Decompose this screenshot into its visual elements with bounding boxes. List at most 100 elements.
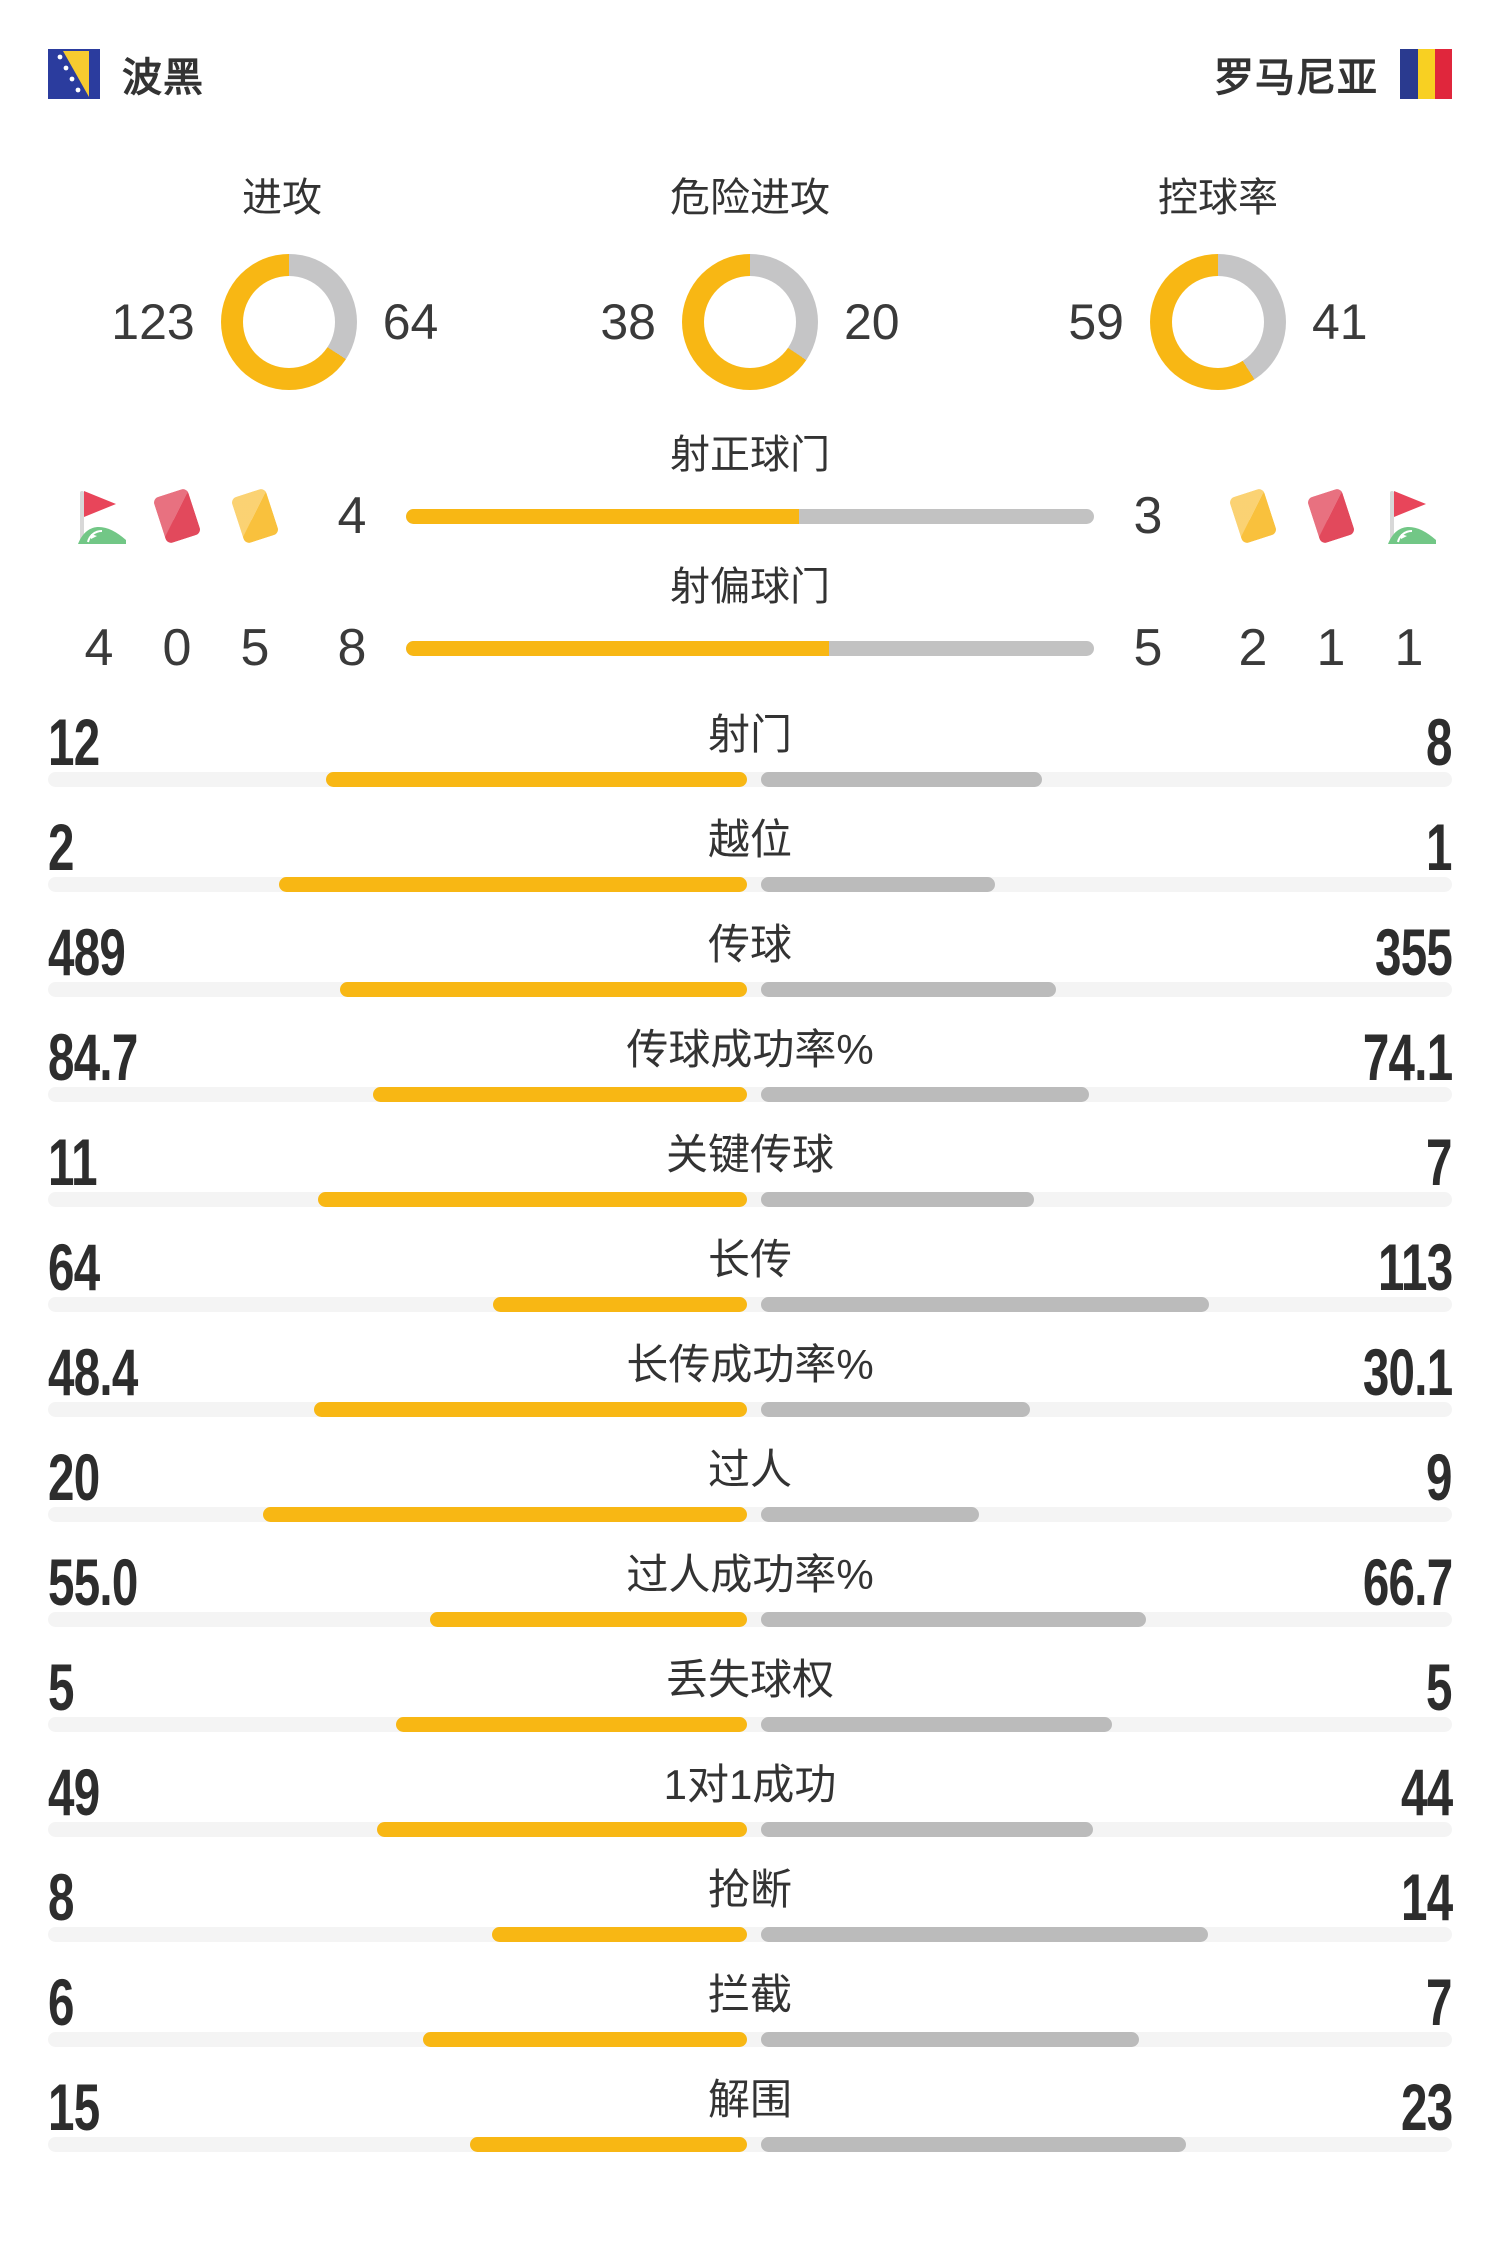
stat-bar-track — [48, 1927, 1452, 1942]
corner-flag-icon — [78, 491, 126, 544]
stat-bar-track — [48, 2137, 1452, 2152]
home-team: 波黑 — [48, 45, 204, 103]
shots-on-target-row: 4 3 — [48, 484, 1452, 548]
stat-label: 长传 — [707, 1236, 792, 1283]
stat-home-value: 8 — [48, 1860, 74, 1934]
donut-title: 控球率 — [1158, 176, 1278, 220]
romania-flag-icon — [1400, 49, 1452, 99]
stat-away-value: 23 — [1400, 2070, 1453, 2144]
donut-home-value: 38 — [600, 294, 656, 350]
stat-label: 越位 — [707, 816, 792, 863]
shots-section: 射正球门 4 — [48, 430, 1452, 680]
stat-label: 解围 — [707, 2076, 792, 2123]
stat-label: 关键传球 — [665, 1131, 834, 1178]
stat-away-value: 1 — [1426, 810, 1452, 884]
home-bar-fill — [279, 877, 747, 892]
stat-bar-track — [48, 1402, 1452, 1417]
stat-home-value: 11 — [48, 1125, 98, 1199]
home-events-icons — [48, 487, 298, 545]
home-yellow-cards-count: 5 — [240, 619, 270, 677]
stat-away-value: 8 — [1426, 705, 1452, 779]
stat-away-value: 66.7 — [1362, 1545, 1452, 1619]
donut-attacks: 进攻 123 64 — [48, 174, 516, 390]
stat-home-value: 20 — [48, 1440, 100, 1514]
stat-home-value: 489 — [48, 915, 126, 989]
stat-away-value: 5 — [1426, 1650, 1452, 1724]
shots-off-target-row: 4 0 5 8 5 2 1 1 — [48, 616, 1452, 680]
stat-home-value: 64 — [48, 1230, 100, 1304]
stat-away-value: 7 — [1426, 1125, 1452, 1199]
donut-dangerous-attacks: 危险进攻 38 20 — [516, 174, 984, 390]
stat-row-pass-accuracy: 84.7 传球成功率% 74.1 — [48, 1020, 1453, 1126]
away-bar-fill — [761, 772, 1042, 787]
donut-ring — [1150, 254, 1286, 390]
stat-label: 长传成功率% — [626, 1341, 874, 1388]
away-bar-fill — [761, 2137, 1186, 2152]
home-bar-fill — [396, 1717, 747, 1732]
stat-bar-track — [48, 2032, 1452, 2047]
away-bar-fill — [761, 877, 996, 892]
stat-row-clearances: 15 解围 23 — [48, 2070, 1453, 2176]
home-bar-fill — [406, 640, 830, 656]
donut-home-value: 59 — [1068, 294, 1124, 350]
stat-label: 传球 — [707, 921, 792, 968]
shots-off-target-home: 8 — [337, 619, 367, 677]
home-bar-fill — [493, 1297, 747, 1312]
donut-ring — [220, 254, 357, 390]
stat-row-possession-lost: 5 丢失球权 5 — [48, 1650, 1453, 1756]
donut-home-value: 123 — [111, 294, 195, 350]
shots-off-target-away: 5 — [1133, 619, 1163, 677]
donut-charts-section: 进攻 123 64 危险进攻 38 20 控球率 59 41 — [48, 174, 1452, 390]
bosnia-herzegovina-flag-icon — [48, 49, 100, 99]
stat-home-value: 55.0 — [48, 1545, 138, 1619]
away-bar-fill — [761, 1612, 1146, 1627]
shots-on-target-bar — [406, 508, 1094, 524]
away-red-cards-count: 1 — [1316, 619, 1346, 677]
stat-bar-track — [48, 877, 1452, 892]
home-bar-fill — [262, 1507, 747, 1522]
donut-ring — [682, 254, 818, 390]
away-bar-fill — [761, 1507, 979, 1522]
home-bar-fill — [372, 1087, 747, 1102]
stat-label: 传球成功率% — [626, 1026, 874, 1073]
stat-label: 射门 — [707, 711, 792, 758]
stat-home-value: 15 — [48, 2070, 100, 2144]
stat-row-dribbles: 20 过人 9 — [48, 1440, 1453, 1546]
shots-on-target-away: 3 — [1133, 487, 1163, 545]
stat-row-tackles: 8 抢断 14 — [48, 1860, 1453, 1966]
stat-bar-track — [48, 1822, 1452, 1837]
home-bar-fill — [491, 1927, 747, 1942]
stat-bar-track — [48, 982, 1452, 997]
stat-bar-track — [48, 1297, 1452, 1312]
home-bar-fill — [340, 982, 747, 997]
stat-row-key-passes: 11 关键传球 7 — [48, 1125, 1453, 1231]
donut-title: 进攻 — [242, 176, 322, 220]
away-events-counts: 2 1 1 — [1202, 618, 1452, 678]
away-events-icons — [1202, 487, 1452, 545]
stat-row-dribble-success: 55.0 过人成功率% 66.7 — [48, 1545, 1453, 1651]
away-team-name: 罗马尼亚 — [1214, 56, 1378, 100]
red-card-icon — [1306, 487, 1356, 545]
stat-away-value: 7 — [1426, 1965, 1452, 2039]
home-red-cards-count: 0 — [162, 619, 192, 677]
home-corners-count: 4 — [84, 619, 114, 677]
stat-home-value: 49 — [48, 1755, 100, 1829]
home-bar-fill — [422, 2032, 747, 2047]
away-bar-fill — [761, 1717, 1112, 1732]
stat-row-long-ball-accuracy: 48.4 长传成功率% 30.1 — [48, 1335, 1453, 1441]
yellow-card-icon — [230, 487, 280, 545]
stat-away-value: 14 — [1400, 1860, 1453, 1934]
stat-away-value: 113 — [1377, 1230, 1452, 1304]
stat-home-value: 6 — [48, 1965, 74, 2039]
stat-row-passes: 489 传球 355 — [48, 915, 1453, 1021]
stat-home-value: 2 — [48, 810, 74, 884]
shots-off-target-bar — [406, 640, 1094, 656]
away-yellow-cards-count: 2 — [1238, 619, 1268, 677]
stat-label: 过人 — [707, 1446, 792, 1493]
away-bar-fill — [761, 1402, 1031, 1417]
stat-row-interceptions: 6 拦截 7 — [48, 1965, 1453, 2071]
donut-away-value: 20 — [844, 294, 900, 350]
donut-away-value: 41 — [1312, 294, 1368, 350]
home-bar-fill — [406, 508, 800, 524]
